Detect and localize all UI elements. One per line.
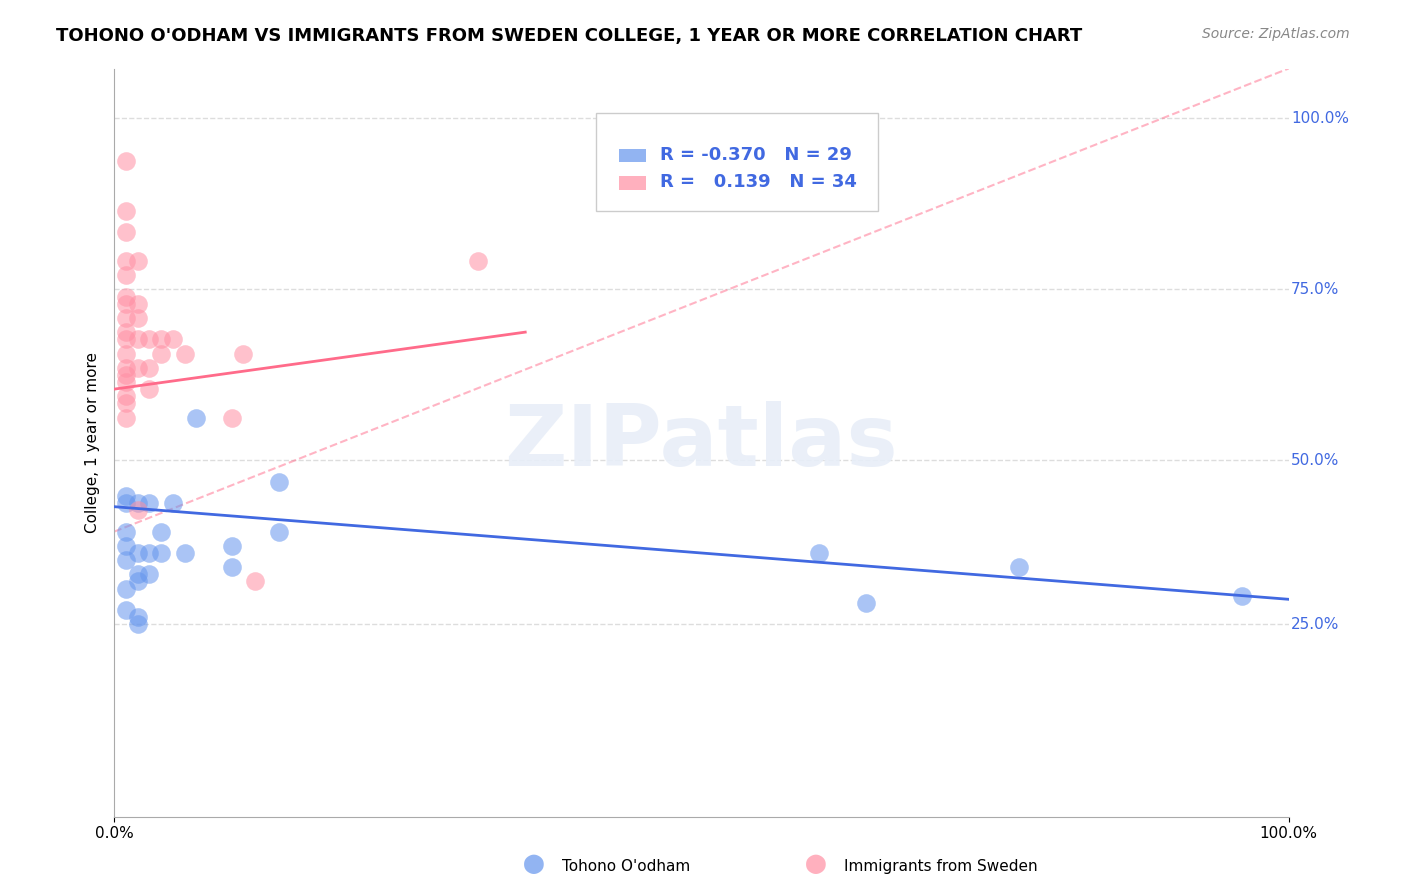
Point (162, 332, 184, 346)
Point (115, 332, 138, 346)
Text: Source: ZipAtlas.com: Source: ZipAtlas.com (1202, 27, 1350, 41)
Point (173, 546, 195, 560)
Point (221, 410, 243, 425)
Point (138, 360, 160, 375)
Point (232, 346, 254, 360)
Point (115, 396, 138, 410)
Point (221, 560, 243, 574)
Point (221, 539, 243, 553)
Point (115, 368, 138, 382)
Point (138, 546, 160, 560)
Text: ⬤: ⬤ (804, 855, 827, 874)
Point (1230, 589, 1253, 603)
Point (115, 496, 138, 510)
Point (115, 524, 138, 539)
Point (127, 310, 149, 325)
Point (115, 553, 138, 567)
Point (115, 539, 138, 553)
Point (127, 360, 149, 375)
Point (127, 332, 149, 346)
Point (127, 610, 149, 624)
Text: Immigrants from Sweden: Immigrants from Sweden (844, 859, 1038, 874)
Point (115, 268, 138, 282)
Point (127, 253, 149, 268)
Text: TOHONO O'ODHAM VS IMMIGRANTS FROM SWEDEN COLLEGE, 1 YEAR OR MORE CORRELATION CHA: TOHONO O'ODHAM VS IMMIGRANTS FROM SWEDEN… (56, 27, 1083, 45)
Point (173, 346, 195, 360)
Text: ⬤: ⬤ (523, 855, 546, 874)
Point (138, 567, 160, 582)
Point (150, 332, 173, 346)
Point (807, 546, 830, 560)
Point (467, 253, 489, 268)
Point (127, 296, 149, 310)
Point (127, 567, 149, 582)
Point (127, 617, 149, 632)
Point (150, 546, 173, 560)
Point (115, 489, 138, 503)
Point (115, 603, 138, 617)
Point (115, 582, 138, 596)
Point (855, 596, 877, 610)
Point (115, 360, 138, 375)
Point (115, 253, 138, 268)
FancyBboxPatch shape (619, 149, 645, 162)
Text: R =   0.139   N = 34: R = 0.139 N = 34 (661, 173, 858, 191)
Point (267, 475, 290, 489)
Point (267, 524, 290, 539)
Text: 100.0%: 100.0% (1291, 111, 1348, 126)
Y-axis label: College, 1 year or more: College, 1 year or more (86, 352, 100, 533)
Point (150, 524, 173, 539)
Point (115, 310, 138, 325)
Point (138, 332, 160, 346)
Point (115, 410, 138, 425)
Text: 75.0%: 75.0% (1291, 282, 1340, 297)
Text: 50.0%: 50.0% (1291, 453, 1340, 468)
Text: Tohono O'odham: Tohono O'odham (562, 859, 690, 874)
Point (115, 204, 138, 219)
Point (115, 325, 138, 339)
Point (243, 574, 266, 589)
Point (127, 503, 149, 517)
Point (115, 375, 138, 389)
Text: ZIPatlas: ZIPatlas (505, 401, 898, 484)
FancyBboxPatch shape (619, 177, 645, 190)
Point (138, 496, 160, 510)
Point (115, 389, 138, 403)
Text: R = -0.370   N = 29: R = -0.370 N = 29 (661, 145, 852, 163)
FancyBboxPatch shape (596, 113, 877, 211)
Point (138, 382, 160, 396)
Point (150, 346, 173, 360)
Point (115, 154, 138, 169)
Point (127, 546, 149, 560)
Point (115, 296, 138, 310)
Point (162, 496, 184, 510)
Point (115, 289, 138, 303)
Text: 25.0%: 25.0% (1291, 616, 1340, 632)
Point (127, 574, 149, 589)
Point (186, 410, 208, 425)
Point (115, 346, 138, 360)
Point (1007, 560, 1029, 574)
Point (127, 496, 149, 510)
Point (115, 226, 138, 240)
